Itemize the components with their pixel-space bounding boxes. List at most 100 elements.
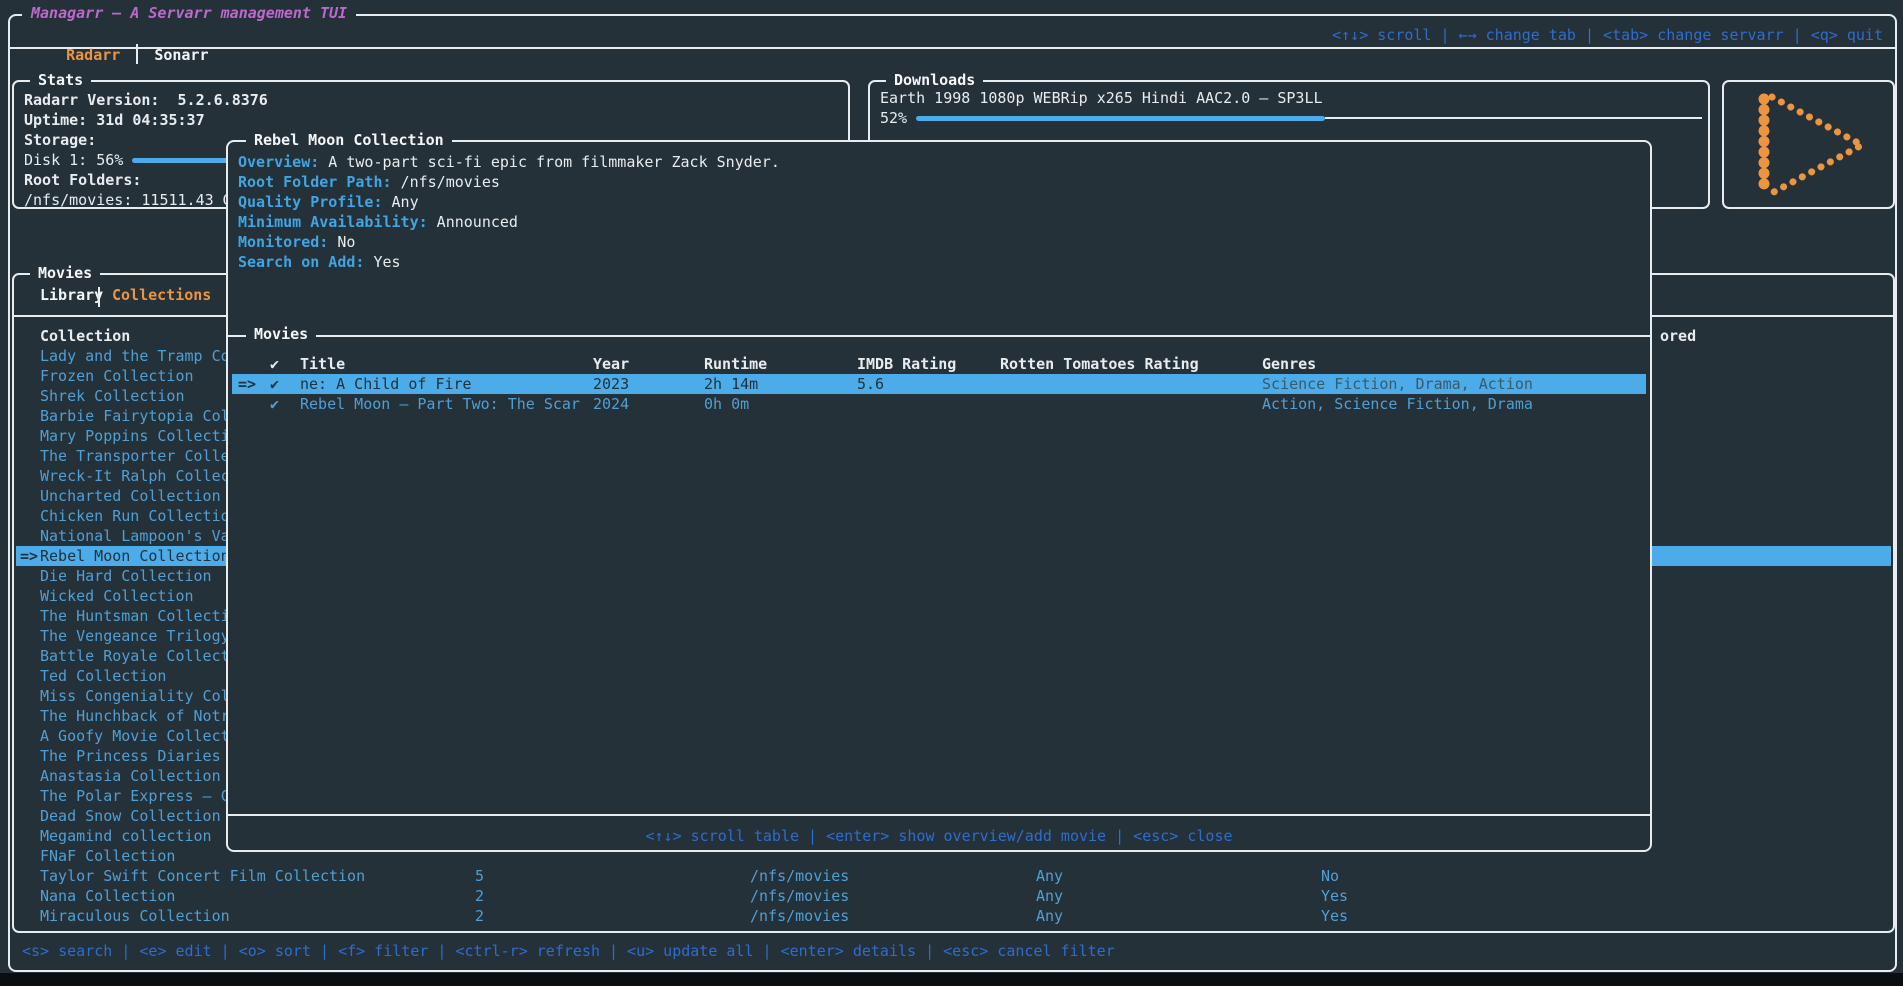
tab-sonarr[interactable]: Sonarr	[154, 46, 209, 64]
modal-field: Search on Add: Yes	[238, 252, 401, 272]
cell-collection: Miraculous Collection	[40, 907, 230, 925]
collection-list-item[interactable]: Die Hard Collection	[40, 567, 212, 585]
cell-quality-profile: Any	[1036, 907, 1064, 925]
tab-radarr[interactable]: Radarr	[66, 46, 121, 64]
modal-field-label: Root Folder Path:	[238, 173, 392, 191]
collection-list-item[interactable]: Battle Royale Collect	[40, 647, 230, 665]
collection-list-item[interactable]: FNaF Collection	[40, 847, 176, 865]
cell-runtime: 2h 14m	[704, 375, 759, 393]
collection-table-row[interactable]: Miraculous Collection 2/nfs/movies Any Yes	[14, 906, 1893, 926]
cell-root-folder-path: /nfs/movies	[750, 867, 850, 885]
top-keybind-help: <↑↓> scroll | ←→ change tab | <tab> chan…	[1332, 26, 1883, 44]
collection-list-item[interactable]: Shrek Collection	[40, 387, 185, 405]
cell-movie-title: ne: A Child of Fire	[300, 375, 472, 393]
tab-collections[interactable]: Collections	[112, 286, 212, 304]
collection-list-item[interactable]: A Goofy Movie Collect	[40, 727, 230, 745]
collections-column-header: Collection	[40, 327, 131, 345]
collection-list-item[interactable]: Frozen Collection	[40, 367, 194, 385]
selection-arrow: =>	[20, 547, 39, 565]
collection-list-item[interactable]: Mary Poppins Collecti	[40, 427, 230, 445]
cell-movie-title: Rebel Moon – Part Two: The Scar	[300, 395, 580, 413]
bottom-keybind-help: <s> search | <e> edit | <o> sort | <f> f…	[22, 942, 1115, 960]
collection-list-item[interactable]: Miss Congeniality Col	[40, 687, 230, 705]
cell-movie-count: 2	[475, 887, 485, 905]
cell-monitored: Yes	[1321, 887, 1349, 905]
collection-list-item[interactable]: Anastasia Collection	[40, 767, 221, 785]
modal-movies-bottom-border	[228, 814, 1650, 816]
modal-field-label: Quality Profile:	[238, 193, 383, 211]
cell-root-folder-path: /nfs/movies	[750, 887, 850, 905]
collection-list-item[interactable]: The Vengeance Trilogy	[40, 627, 230, 645]
collection-table-row[interactable]: Nana Collection 2/nfs/movies Any Yes	[14, 886, 1893, 906]
cell-genres: Science Fiction, Drama, Action	[1262, 375, 1533, 393]
cell-movie-count: 2	[475, 907, 485, 925]
collection-list-item[interactable]: Chicken Run Collectio	[40, 507, 230, 525]
col-header-year: Year	[593, 355, 630, 373]
modal-movies-top-border	[228, 335, 1650, 337]
cell-monitored-check: ✔	[270, 375, 280, 393]
collection-list-item[interactable]: Dead Snow Collection	[40, 807, 221, 825]
cell-year: 2023	[593, 375, 630, 393]
servarr-tabbar: Radarr Sonarr	[30, 24, 209, 64]
monitored-column-header-fragment: ored	[1660, 327, 1697, 345]
selected-movie-row-highlight	[232, 374, 1646, 394]
collection-list-item[interactable]: The Princess Diaries	[40, 747, 221, 765]
collection-list-item[interactable]: National Lampoon's Va	[40, 527, 230, 545]
stats-panel-title: Stats	[30, 70, 92, 90]
collection-list-item[interactable]: The Polar Express – C	[40, 787, 230, 805]
movies-panel-title: Movies	[30, 263, 101, 283]
download-item-percent: 52%	[880, 109, 908, 127]
selection-arrow: =>	[238, 375, 257, 393]
cell-monitored-check: ✔	[270, 395, 280, 413]
cell-root-folder-path: /nfs/movies	[750, 907, 850, 925]
collection-list-item[interactable]: The Transporter Colle	[40, 447, 230, 465]
collection-list-item[interactable]: The Huntsman Collecti	[40, 607, 230, 625]
tab-library[interactable]: Library	[40, 286, 104, 304]
collection-list-item[interactable]: Ted Collection	[40, 667, 167, 685]
modal-field-value: Any	[382, 193, 419, 211]
cell-quality-profile: Any	[1036, 867, 1064, 885]
collection-list-item[interactable]: Wicked Collection	[40, 587, 194, 605]
col-header-monitored-check: ✔	[270, 355, 280, 373]
collection-details-modal: Rebel Moon Collection Overview: A two-pa…	[226, 130, 1652, 852]
modal-field-value: Yes	[364, 253, 401, 271]
movie-table-row[interactable]: => ✔ ne: A Child of Fire 2023 2h 14m 5.6 Scien…	[228, 374, 1650, 394]
cell-imdb-rating: 5.6	[857, 375, 885, 393]
modal-field-label: Search on Add:	[238, 253, 365, 271]
movies-tab-divider	[98, 287, 100, 307]
movie-table-row[interactable]: ✔ Rebel Moon – Part Two: The Scar 2024 0h 0…	[228, 394, 1650, 414]
modal-field-label: Monitored:	[238, 233, 329, 251]
modal-field-label: Overview:	[238, 153, 320, 171]
modal-field: Root Folder Path: /nfs/movies	[238, 172, 500, 192]
modal-field: Monitored: No	[238, 232, 355, 252]
cell-runtime: 0h 0m	[704, 395, 750, 413]
app-border	[8, 14, 1897, 972]
collection-list-item[interactable]: Uncharted Collection	[40, 487, 221, 505]
modal-field-value: /nfs/movies	[391, 173, 500, 191]
app-title: Managarr – A Servarr management TUI	[22, 3, 357, 23]
tabbar-divider-line	[10, 47, 1895, 49]
downloads-panel-title: Downloads	[886, 70, 984, 90]
collection-list-item[interactable]: Megamind collection	[40, 827, 212, 845]
root-folders-label: Root Folders:	[24, 171, 142, 189]
cell-collection: Nana Collection	[40, 887, 176, 905]
collection-list-item[interactable]: Rebel Moon Collection	[40, 547, 230, 565]
collection-table-row[interactable]: Taylor Swift Concert Film Collection 5/nf…	[14, 866, 1893, 886]
download-progress-fill	[916, 116, 1325, 121]
modal-field: Quality Profile: Any	[238, 192, 419, 212]
collection-list-item[interactable]: Lady and the Tramp Co	[40, 347, 230, 365]
managarr-play-logo-icon	[1758, 93, 1869, 196]
collection-list-item[interactable]: Barbie Fairytopia Col	[40, 407, 230, 425]
modal-title: Rebel Moon Collection	[246, 130, 452, 150]
col-header-genres: Genres	[1262, 355, 1317, 373]
modal-movies-table-title: Movies	[246, 324, 317, 344]
logo-panel	[1722, 80, 1895, 209]
modal-field-value: A two-part sci-fi epic from filmmaker Za…	[319, 153, 780, 171]
tab-divider	[136, 44, 139, 64]
modal-field-value: Announced	[427, 213, 518, 231]
cell-genres: Action, Science Fiction, Drama	[1262, 395, 1533, 413]
collection-list-item[interactable]: Wreck-It Ralph Collec	[40, 467, 230, 485]
terminal-bottom-strip	[0, 973, 1903, 986]
collection-list-item[interactable]: The Hunchback of Notr	[40, 707, 230, 725]
